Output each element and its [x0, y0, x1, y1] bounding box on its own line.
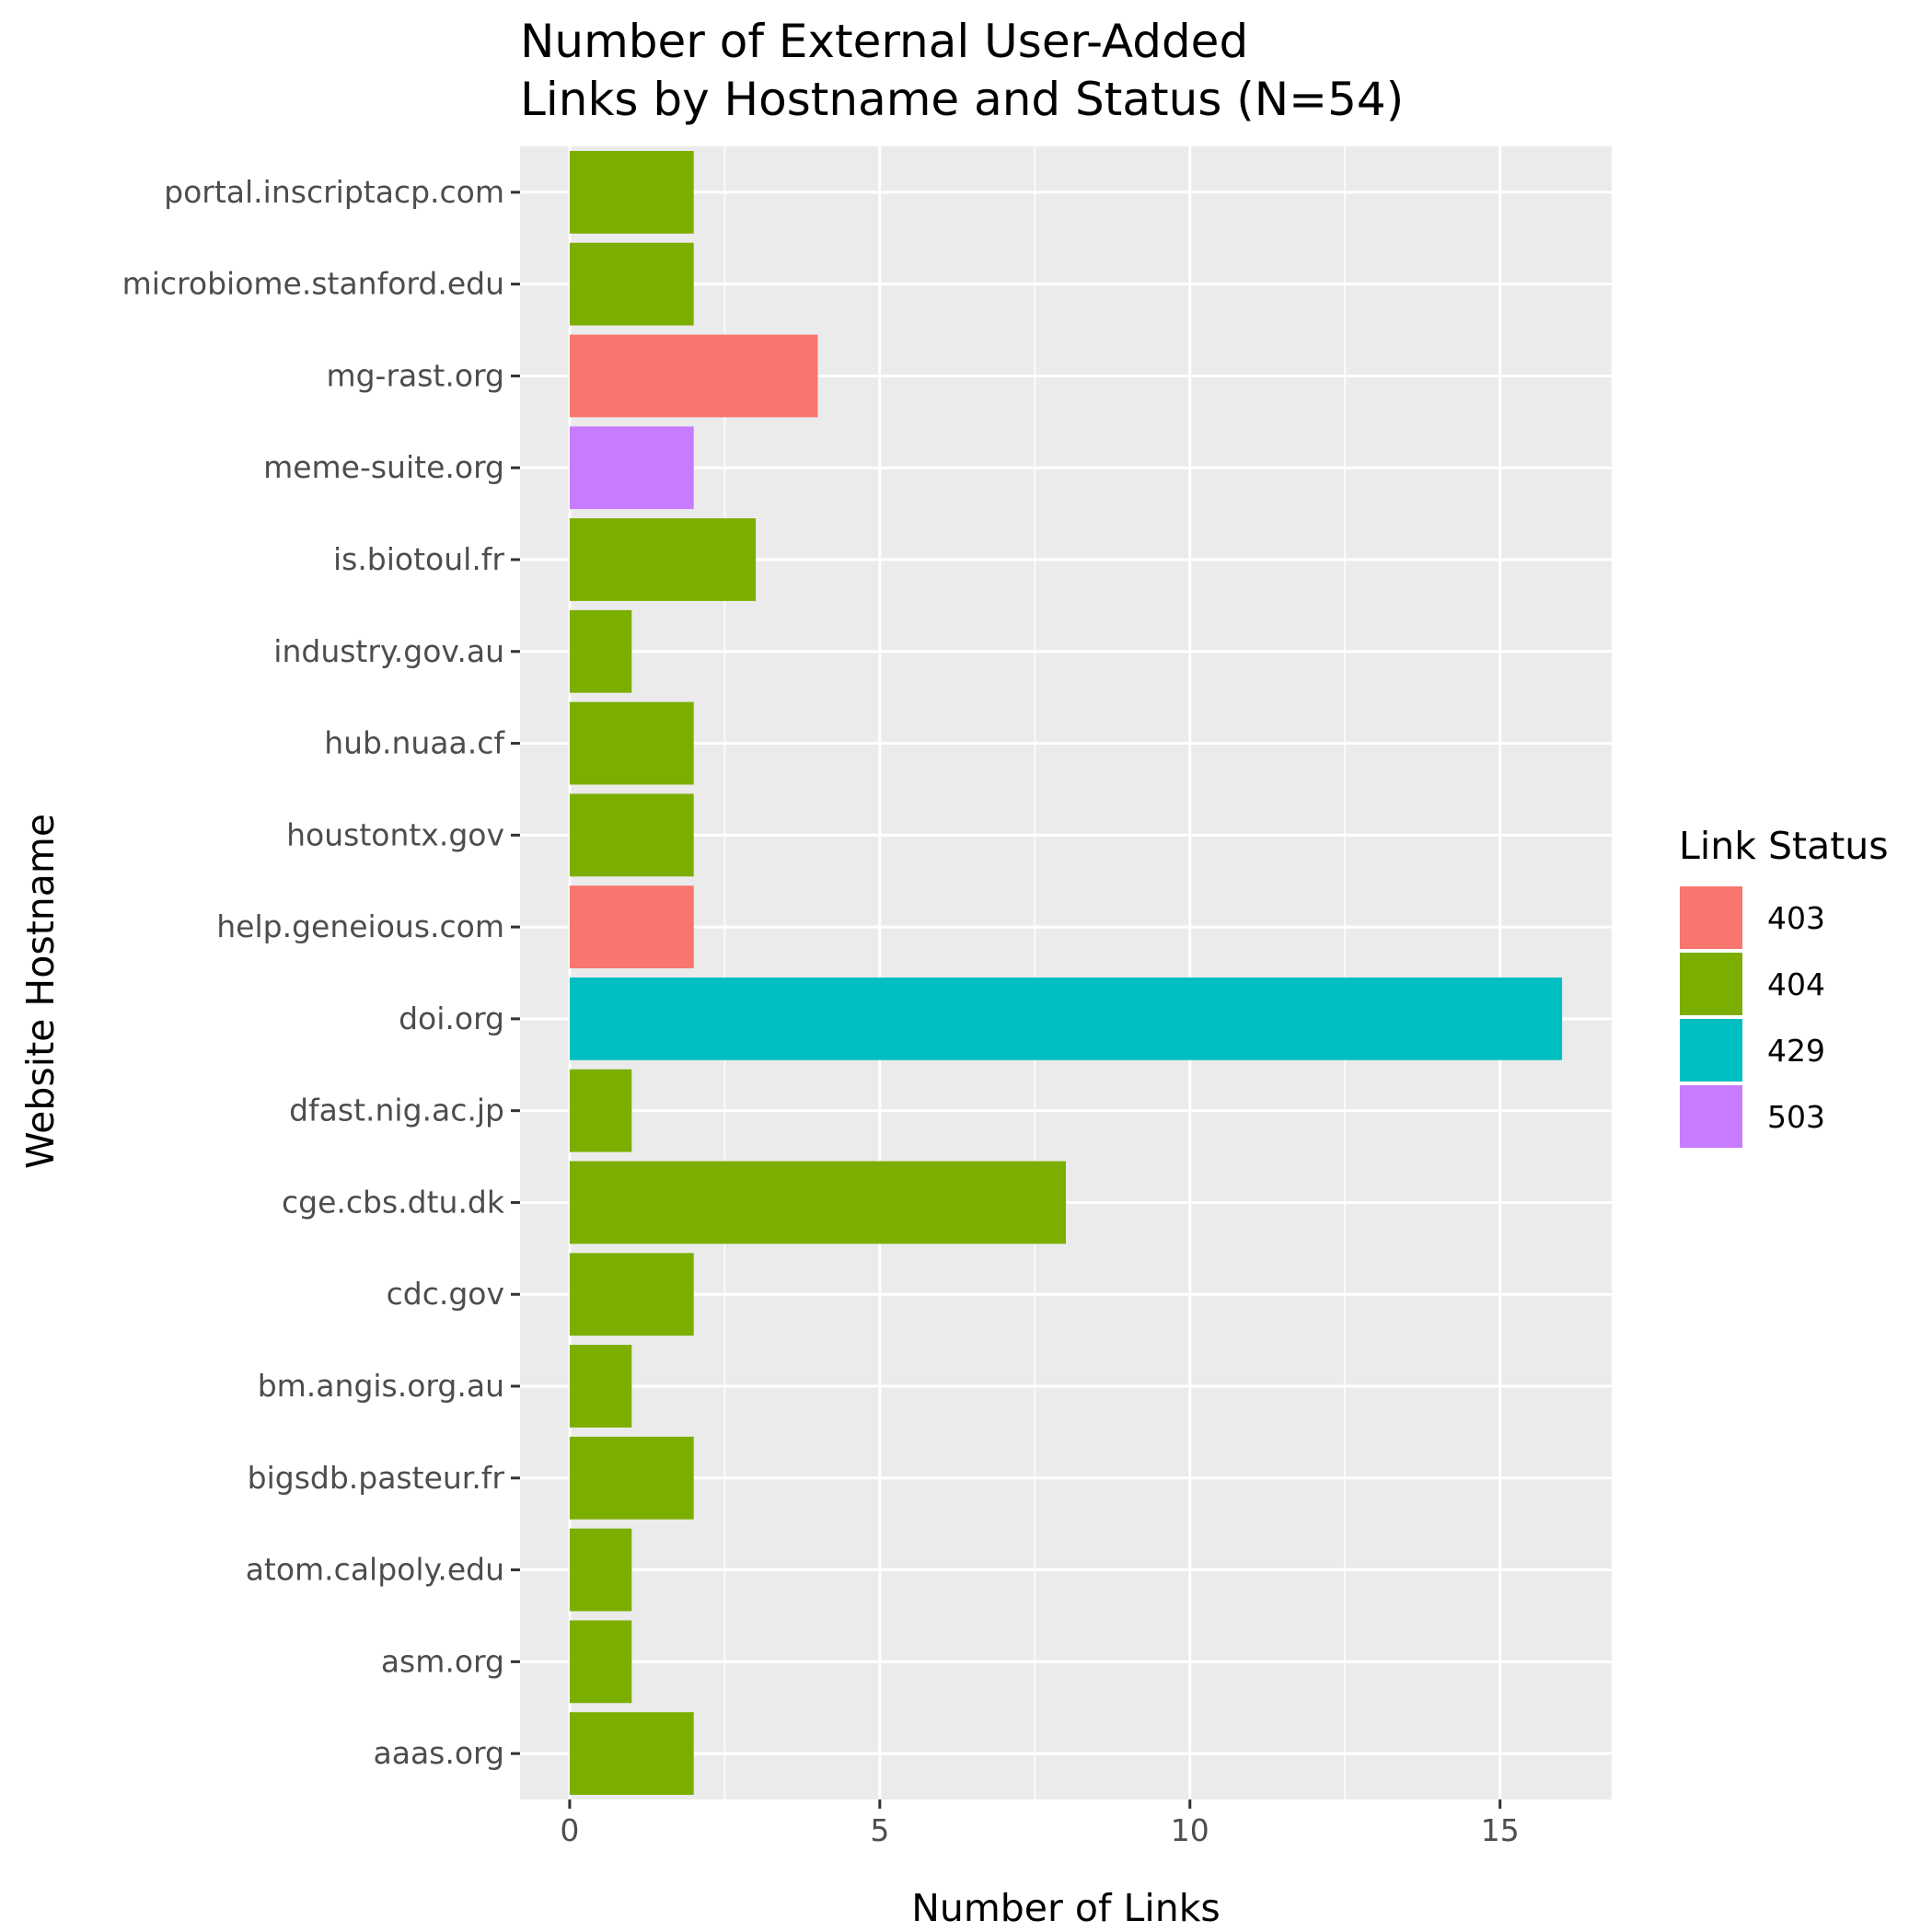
y-axis-title: Website Hostname	[18, 814, 63, 1169]
y-tick-label: aaas.org	[374, 1735, 504, 1771]
bar-cge.cbs.dtu.dk	[569, 1161, 1066, 1244]
chart-title-line-1: Number of External User-Added	[520, 15, 1248, 68]
grid-lines	[520, 146, 1612, 1799]
bar-asm.org	[569, 1620, 632, 1704]
chart-title: Number of External User-Added Links by H…	[520, 15, 1404, 126]
y-tick-label: hub.nuaa.cf	[324, 725, 505, 761]
y-tick-label: dfast.nig.ac.jp	[289, 1093, 504, 1128]
x-axis: 0 5 10 15	[560, 1799, 1520, 1848]
x-axis-title: Number of Links	[911, 1886, 1221, 1930]
x-tick-label: 5	[870, 1812, 889, 1848]
y-tick-label: microbiome.stanford.edu	[122, 266, 504, 302]
legend-key-404	[1678, 951, 1744, 1017]
x-tick-label: 10	[1171, 1812, 1209, 1848]
bar-help.geneious.com	[569, 885, 694, 969]
bar-bigsdb.pasteur.fr	[569, 1436, 694, 1520]
bar-mg-rast.org	[569, 334, 818, 418]
y-tick-label: portal.inscriptacp.com	[164, 174, 504, 210]
y-tick-label: asm.org	[381, 1643, 504, 1679]
bar-dfast.nig.ac.jp	[569, 1069, 632, 1152]
y-tick-label: cge.cbs.dtu.dk	[282, 1184, 505, 1220]
legend-label-503: 503	[1767, 1099, 1825, 1135]
y-tick-label: bigsdb.pasteur.fr	[248, 1460, 505, 1496]
x-tick-label: 15	[1481, 1812, 1520, 1848]
y-tick-label: bm.angis.org.au	[258, 1368, 504, 1404]
bar-portal.inscriptacp.com	[569, 150, 694, 234]
legend-key-403	[1678, 885, 1744, 951]
bar-hub.nuaa.cf	[569, 701, 694, 785]
y-tick-label: meme-suite.org	[263, 449, 504, 485]
plot-panel	[520, 146, 1612, 1799]
bar-houstontx.gov	[569, 793, 694, 877]
bar-aaas.org	[569, 1712, 694, 1796]
legend: Link Status 403 404 429 503	[1678, 824, 1889, 1150]
x-tick-label: 0	[560, 1812, 579, 1848]
bar-industry.gov.au	[569, 609, 632, 693]
bars	[569, 150, 1563, 1796]
bar-meme-suite.org	[569, 426, 694, 510]
bar-bm.angis.org.au	[569, 1345, 632, 1428]
y-tick-label: cdc.gov	[387, 1276, 504, 1312]
bar-atom.calpoly.edu	[569, 1528, 632, 1612]
bar-doi.org	[569, 977, 1563, 1060]
y-tick-label: houstontx.gov	[286, 816, 504, 852]
bar-cdc.gov	[569, 1253, 694, 1336]
y-tick-label: is.biotoul.fr	[333, 541, 504, 577]
legend-key-503	[1678, 1083, 1744, 1150]
legend-label-429: 429	[1767, 1033, 1825, 1069]
chart-title-line-2: Links by Hostname and Status (N=54)	[520, 73, 1404, 126]
bar-microbiome.stanford.edu	[569, 242, 694, 326]
y-tick-label: doi.org	[399, 1001, 504, 1036]
legend-key-429	[1678, 1017, 1744, 1083]
y-tick-label: help.geneious.com	[216, 908, 504, 944]
y-axis: portal.inscriptacp.com microbiome.stanfor…	[122, 174, 520, 1771]
legend-title: Link Status	[1679, 824, 1889, 868]
y-tick-label: atom.calpoly.edu	[246, 1552, 504, 1588]
y-tick-label: industry.gov.au	[273, 633, 504, 669]
legend-label-404: 404	[1767, 966, 1825, 1002]
legend-label-403: 403	[1767, 900, 1825, 936]
y-tick-label: mg-rast.org	[326, 357, 504, 393]
bar-is.biotoul.fr	[569, 518, 757, 601]
